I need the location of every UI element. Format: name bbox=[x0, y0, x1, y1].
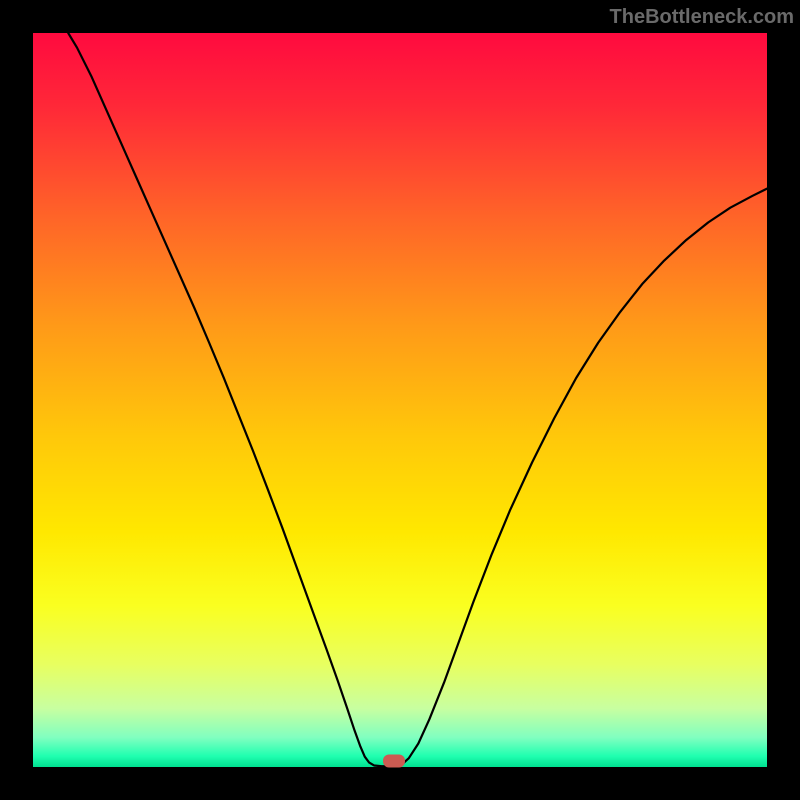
optimum-marker bbox=[383, 755, 405, 768]
bottleneck-curve bbox=[33, 33, 767, 767]
chart-frame: TheBottleneck.com bbox=[0, 0, 800, 800]
watermark-text: TheBottleneck.com bbox=[610, 6, 794, 29]
plot-area bbox=[33, 33, 767, 767]
